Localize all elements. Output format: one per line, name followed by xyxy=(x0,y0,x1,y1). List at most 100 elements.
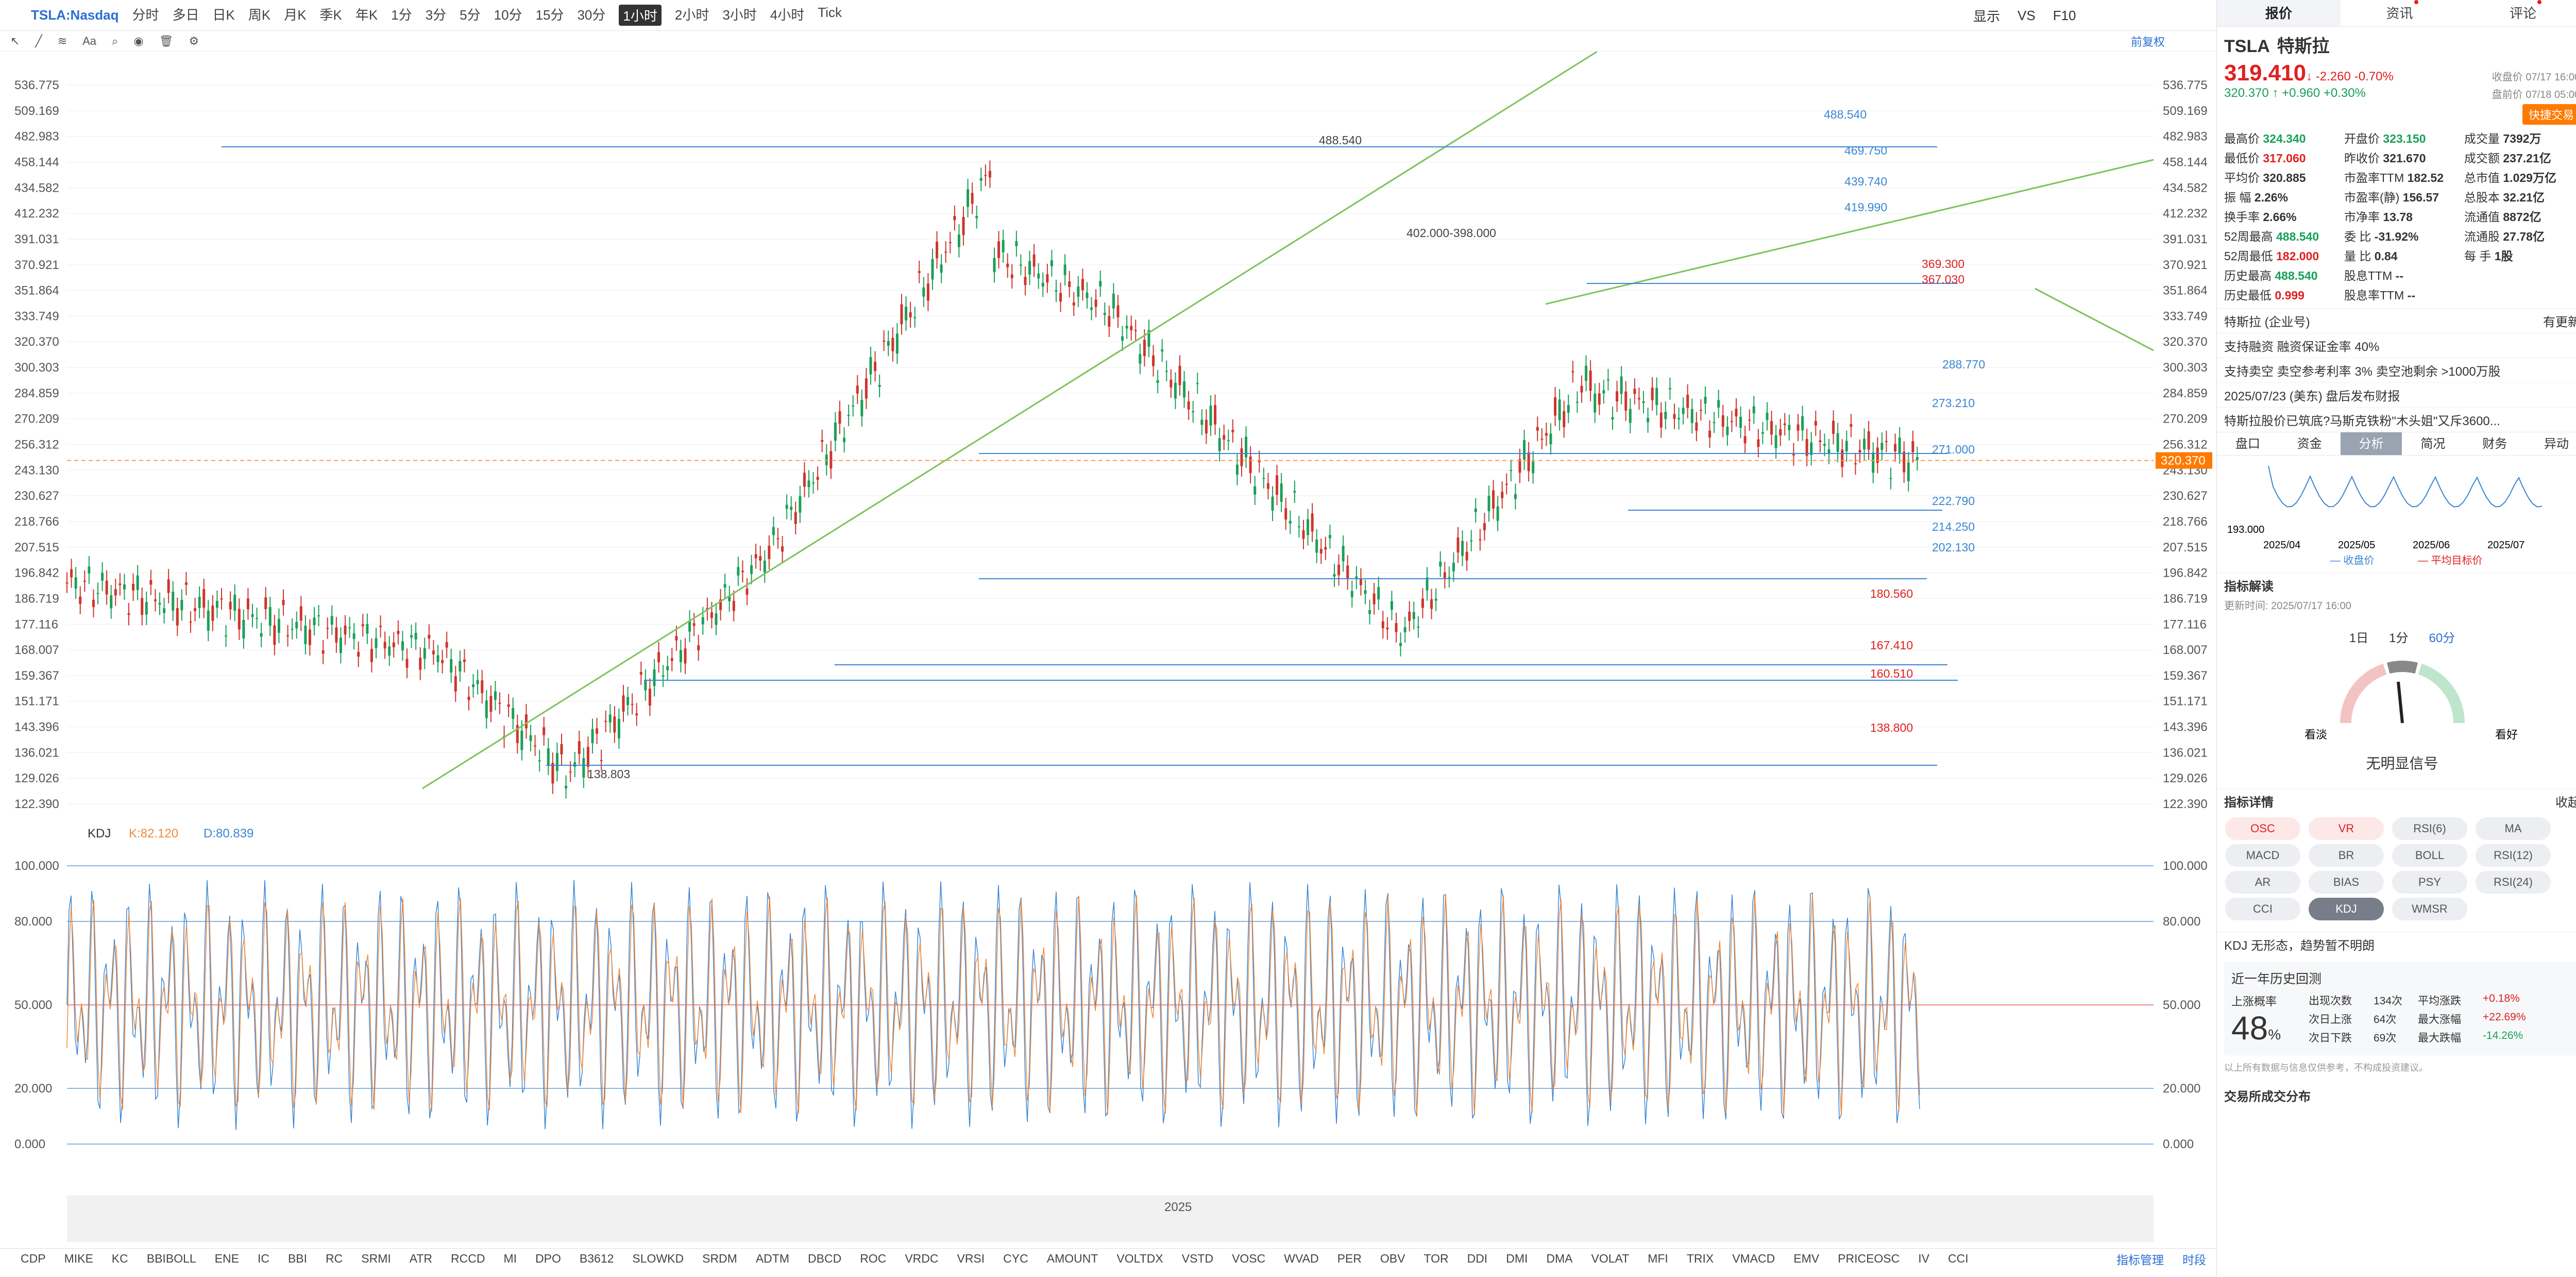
trash-icon[interactable]: 🗑 xyxy=(159,34,174,47)
indicator-tab[interactable]: ADTM xyxy=(755,1252,790,1265)
indicator-tab[interactable]: DMA xyxy=(1546,1252,1573,1265)
timeframe-分时[interactable]: 分时 xyxy=(132,7,159,23)
indicator-manage-button[interactable]: 指标管理 xyxy=(2116,1253,2164,1267)
indicator-pill[interactable]: CCI xyxy=(2225,898,2300,920)
timeframe-15分[interactable]: 15分 xyxy=(535,7,564,23)
earnings-row[interactable]: 2025/07/23 (美东) 盘后发布财报 xyxy=(2217,382,2576,407)
indicator-tab[interactable]: BBIBOLL xyxy=(146,1252,196,1265)
indicator-pill[interactable]: PSY xyxy=(2392,871,2467,894)
indicator-tab[interactable]: VSTD xyxy=(1181,1252,1214,1265)
adjust-selector[interactable]: 前复权 xyxy=(2130,35,2165,48)
period-button[interactable]: 时段 xyxy=(2182,1253,2206,1267)
indicator-tab[interactable]: ROC xyxy=(860,1252,887,1265)
indicator-pill[interactable]: WMSR xyxy=(2392,898,2467,920)
indicator-tab[interactable]: TOR xyxy=(1423,1252,1449,1265)
timeframe-30分[interactable]: 30分 xyxy=(577,7,606,23)
indicator-tab[interactable]: MFI xyxy=(1648,1252,1668,1265)
timeframe-4小时[interactable]: 4小时 xyxy=(770,7,805,23)
timeframe-多日[interactable]: 多日 xyxy=(172,7,199,23)
tab-comment[interactable]: 评论 xyxy=(2464,0,2576,26)
indicator-tab[interactable]: RC xyxy=(326,1252,343,1265)
indicator-tab[interactable]: VOSC xyxy=(1232,1252,1266,1265)
eye-icon[interactable]: ◉ xyxy=(133,34,144,47)
timeframe-3小时[interactable]: 3小时 xyxy=(722,7,757,23)
indicator-tab[interactable]: CYC xyxy=(1003,1252,1028,1265)
timeframe-年K[interactable]: 年K xyxy=(355,7,378,23)
indicator-pill[interactable]: RSI(12) xyxy=(2476,844,2551,867)
indicator-pill[interactable]: VR xyxy=(2309,817,2384,840)
indicator-tab[interactable]: PER xyxy=(1337,1252,1362,1265)
subtab-分析[interactable]: 分析 xyxy=(2340,432,2402,455)
indicator-pill[interactable]: MACD xyxy=(2225,844,2300,867)
indicator-tab[interactable]: KC xyxy=(111,1252,128,1265)
indicator-tab[interactable]: IC xyxy=(257,1252,269,1265)
price-chart[interactable]: 536.775 536.775 509.169 509.169 482.983 482.9… xyxy=(0,52,2216,1268)
timeframe-季K[interactable]: 季K xyxy=(319,7,342,23)
timeframe-1小时[interactable]: 1小时 xyxy=(619,5,662,26)
indicator-pill[interactable]: BR xyxy=(2309,844,2384,867)
indicator-tab[interactable]: CCI xyxy=(1948,1252,1969,1265)
subtab-盘口[interactable]: 盘口 xyxy=(2235,437,2260,451)
indicator-tab[interactable]: VOLTDX xyxy=(1116,1252,1163,1265)
indicator-tab[interactable]: SLOWKD xyxy=(632,1252,684,1265)
indicator-tab[interactable]: VMACD xyxy=(1732,1252,1775,1265)
timeframe-2小时[interactable]: 2小时 xyxy=(674,7,709,23)
fib-icon[interactable]: ≋ xyxy=(57,34,67,47)
trendline-icon[interactable]: ╱ xyxy=(35,34,42,47)
indicator-pill[interactable]: MA xyxy=(2476,817,2551,840)
indicator-tab[interactable]: VOLAT xyxy=(1591,1252,1630,1265)
indicator-tab[interactable]: SRMI xyxy=(361,1252,391,1265)
timeframe-Tick[interactable]: Tick xyxy=(818,5,842,20)
news-row[interactable]: 特斯拉股价已筑底?马斯克铁粉"木头姐"又斥3600... xyxy=(2217,407,2576,432)
indicator-tab[interactable]: B3612 xyxy=(579,1252,614,1265)
subtab-简况[interactable]: 简况 xyxy=(2420,437,2446,451)
indicator-tab[interactable]: VRSI xyxy=(957,1252,985,1265)
indicator-tab[interactable]: DPO xyxy=(535,1252,561,1265)
indicator-tab[interactable]: MI xyxy=(503,1252,517,1265)
timeframe-3分[interactable]: 3分 xyxy=(425,7,447,23)
indicator-pill[interactable]: OSC xyxy=(2225,817,2300,840)
indicator-tab[interactable]: AMOUNT xyxy=(1046,1252,1098,1265)
indicator-tab[interactable]: ENE xyxy=(214,1252,239,1265)
indicator-tab[interactable]: DBCD xyxy=(808,1252,842,1265)
indicator-pill[interactable]: AR xyxy=(2225,871,2300,894)
indicator-tab[interactable]: SRDM xyxy=(702,1252,737,1265)
display-menu[interactable]: 显示 xyxy=(1973,8,2001,24)
symbol-label[interactable]: TSLA:Nasdaq xyxy=(31,7,119,23)
indicator-tab[interactable]: OBV xyxy=(1380,1252,1405,1265)
indicator-tab[interactable]: ATR xyxy=(409,1252,433,1265)
settings-icon[interactable]: ⚙ xyxy=(189,34,199,47)
search-icon[interactable]: ⌕ xyxy=(112,34,118,47)
period-option[interactable]: 1日 xyxy=(2349,631,2369,645)
timeframe-1分[interactable]: 1分 xyxy=(391,7,412,23)
timeframe-10分[interactable]: 10分 xyxy=(494,7,522,23)
subtab-财务[interactable]: 财务 xyxy=(2482,437,2507,451)
f10-button[interactable]: F10 xyxy=(2053,7,2076,23)
period-option[interactable]: 1分 xyxy=(2389,631,2409,645)
indicator-tab[interactable]: CDP xyxy=(21,1252,46,1265)
indicator-tab[interactable]: IV xyxy=(1918,1252,1929,1265)
cursor-icon[interactable]: ↖ xyxy=(10,34,20,47)
indicator-tab[interactable]: MIKE xyxy=(64,1252,93,1265)
indicator-pill[interactable]: BOLL xyxy=(2392,844,2467,867)
vs-button[interactable]: VS xyxy=(2018,7,2036,23)
indicator-pill[interactable]: BIAS xyxy=(2309,871,2384,894)
indicator-tab[interactable]: EMV xyxy=(1793,1252,1820,1265)
tab-news[interactable]: 资讯 xyxy=(2341,0,2464,26)
period-option[interactable]: 60分 xyxy=(2429,631,2455,645)
tab-quote[interactable]: 报价 xyxy=(2217,0,2341,26)
indicator-tab[interactable]: WVAD xyxy=(1284,1252,1319,1265)
indicator-pill[interactable]: RSI(24) xyxy=(2476,871,2551,894)
indicator-tab[interactable]: DDI xyxy=(1467,1252,1488,1265)
indicator-pill[interactable]: KDJ xyxy=(2309,898,2384,920)
indicator-pill[interactable]: RSI(6) xyxy=(2392,817,2467,840)
timeframe-周K[interactable]: 周K xyxy=(248,7,271,23)
indicator-tab[interactable]: TRIX xyxy=(1686,1252,1714,1265)
timeframe-日K[interactable]: 日K xyxy=(212,7,235,23)
collapse-button[interactable]: 收起 xyxy=(2555,796,2576,810)
company-row[interactable]: 特斯拉 (企业号) 有更新 xyxy=(2217,308,2576,333)
subtab-资金[interactable]: 资金 xyxy=(2297,437,2322,451)
indicator-tab[interactable]: VRDC xyxy=(905,1252,939,1265)
timeframe-月K[interactable]: 月K xyxy=(284,7,307,23)
quick-trade-button[interactable]: 快捷交易 xyxy=(2522,104,2576,125)
